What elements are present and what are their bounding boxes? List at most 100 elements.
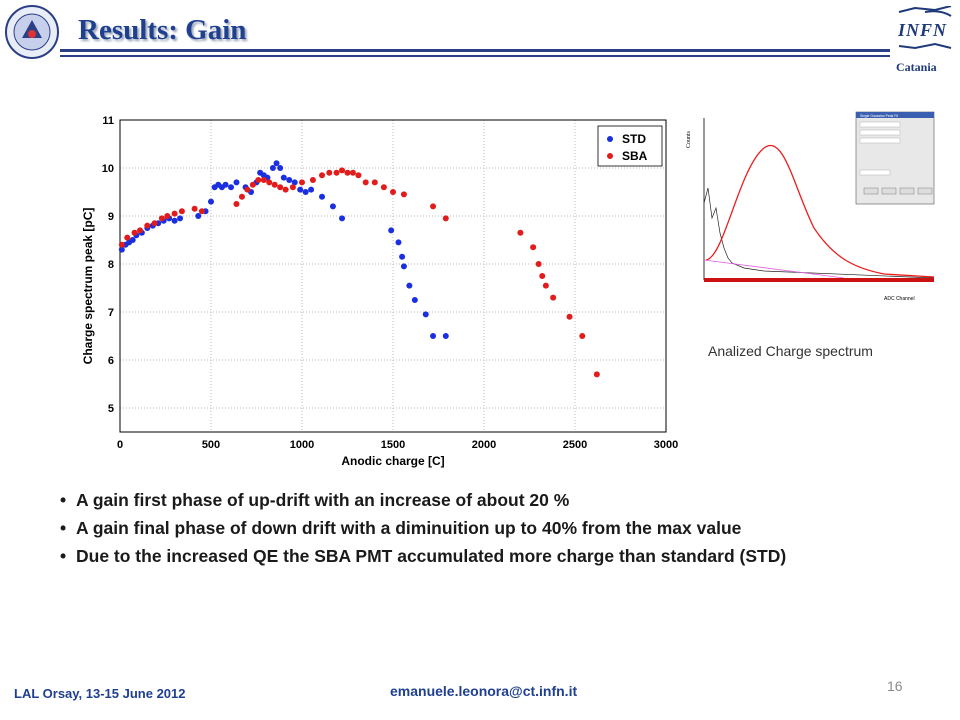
point-std — [422, 311, 429, 318]
point-sba — [579, 333, 586, 339]
point-sba — [277, 184, 284, 191]
x-tick-label: 2000 — [472, 439, 496, 451]
point-std — [297, 186, 304, 193]
point-sba — [255, 177, 262, 183]
point-std — [399, 253, 406, 260]
point-sba — [249, 181, 256, 188]
point-sba — [349, 169, 356, 176]
point-std — [277, 165, 284, 171]
point-sba — [539, 273, 546, 279]
footer-email: emanuele.leonora@ct.infn.it — [390, 683, 578, 699]
point-std — [339, 215, 346, 222]
point-sba — [319, 172, 326, 179]
y-tick-label: 6 — [108, 355, 114, 367]
point-sba — [380, 184, 387, 191]
point-sba — [344, 169, 351, 176]
x-tick-label: 3000 — [654, 439, 678, 451]
point-std — [286, 177, 293, 183]
list-item: A gain final phase of down drift with a … — [60, 514, 786, 542]
point-std — [308, 186, 315, 193]
point-std — [388, 227, 395, 234]
point-sba — [124, 234, 131, 241]
inset-fit-range-bar — [704, 278, 934, 282]
point-std — [129, 237, 136, 243]
point-sba — [362, 179, 369, 186]
chart-legend: STD SBA — [597, 125, 663, 167]
point-sba — [131, 229, 138, 236]
point-sba — [137, 227, 144, 234]
point-std — [280, 174, 287, 181]
y-tick-label: 5 — [108, 403, 114, 415]
point-std — [222, 181, 229, 188]
legend-box — [597, 125, 663, 167]
point-sba — [309, 177, 316, 183]
gain-scatter-chart: 0 500 1000 1500 2000 2500 3000 5 6 7 8 9 10 11 STD SBA… — [81, 115, 678, 468]
point-std — [329, 203, 336, 210]
chart-frame — [119, 119, 667, 433]
institution-label: Catania — [896, 60, 937, 74]
point-std — [269, 165, 276, 171]
chart-points — [118, 160, 600, 378]
x-axis-label: Anodic charge [C] — [341, 454, 444, 468]
inset-ylabel: Counts — [686, 130, 692, 148]
point-std — [171, 217, 178, 224]
point-sba — [442, 215, 449, 222]
point-sba — [271, 181, 278, 188]
findings-list: A gain first phase of up-drift with an i… — [60, 486, 786, 570]
point-std — [442, 333, 449, 339]
point-std — [273, 160, 280, 167]
title-underline — [60, 49, 890, 52]
point-sba — [198, 208, 205, 215]
point-sba — [530, 244, 537, 251]
footer-event: LAL Orsay, 13-15 June 2012 — [14, 686, 186, 701]
point-sba — [178, 208, 185, 215]
point-std — [118, 246, 125, 253]
point-sba — [326, 169, 333, 176]
y-tick-label: 8 — [108, 259, 114, 271]
point-std — [430, 333, 437, 339]
point-std — [195, 213, 202, 219]
legend-label: STD — [622, 132, 646, 146]
point-sba — [299, 179, 305, 186]
y-tick-label: 7 — [108, 307, 114, 319]
y-tick-label: 11 — [102, 115, 114, 127]
x-tick-label: 2500 — [563, 439, 587, 451]
point-sba — [339, 167, 346, 174]
charge-spectrum-inset: Counts ADC Channel Single Gaussian Peak … — [684, 108, 938, 332]
legend-marker — [607, 153, 613, 159]
x-tick-label: 1500 — [381, 439, 405, 451]
point-sba — [400, 191, 407, 198]
point-sba — [517, 229, 524, 236]
point-std — [291, 179, 298, 186]
infn-logo-icon — [898, 6, 952, 50]
inset-xlabel: ADC Channel — [884, 296, 915, 302]
infn-logo-text: INFN — [898, 20, 948, 40]
point-sba — [535, 261, 542, 267]
list-item: A gain first phase of up-drift with an i… — [60, 486, 786, 514]
point-std — [208, 198, 214, 205]
point-sba — [333, 169, 340, 176]
point-sba — [158, 215, 165, 222]
point-sba — [289, 184, 296, 191]
point-sba — [550, 294, 557, 301]
inset-caption: Analized Charge spectrum — [708, 343, 873, 359]
point-sba — [593, 371, 600, 378]
point-sba — [542, 282, 549, 289]
point-sba — [164, 213, 171, 219]
point-std — [395, 239, 402, 246]
point-sba — [282, 186, 289, 193]
legend-label: SBA — [622, 149, 648, 163]
y-axis-label: Charge spectrum peak [pC] — [81, 208, 95, 365]
point-std — [233, 179, 240, 186]
list-item: Due to the increased QE the SBA PMT accu… — [60, 542, 786, 570]
point-sba — [355, 172, 362, 179]
point-sba — [371, 179, 378, 186]
point-sba — [430, 203, 437, 210]
point-std — [406, 282, 413, 289]
inset-dialog-title: Single Gaussian Peak Fit — [860, 114, 898, 118]
point-sba — [244, 186, 251, 193]
point-sba — [566, 313, 573, 320]
point-sba — [144, 222, 151, 229]
x-tick-label: 1000 — [290, 439, 314, 451]
title-underline-secondary — [60, 55, 890, 57]
